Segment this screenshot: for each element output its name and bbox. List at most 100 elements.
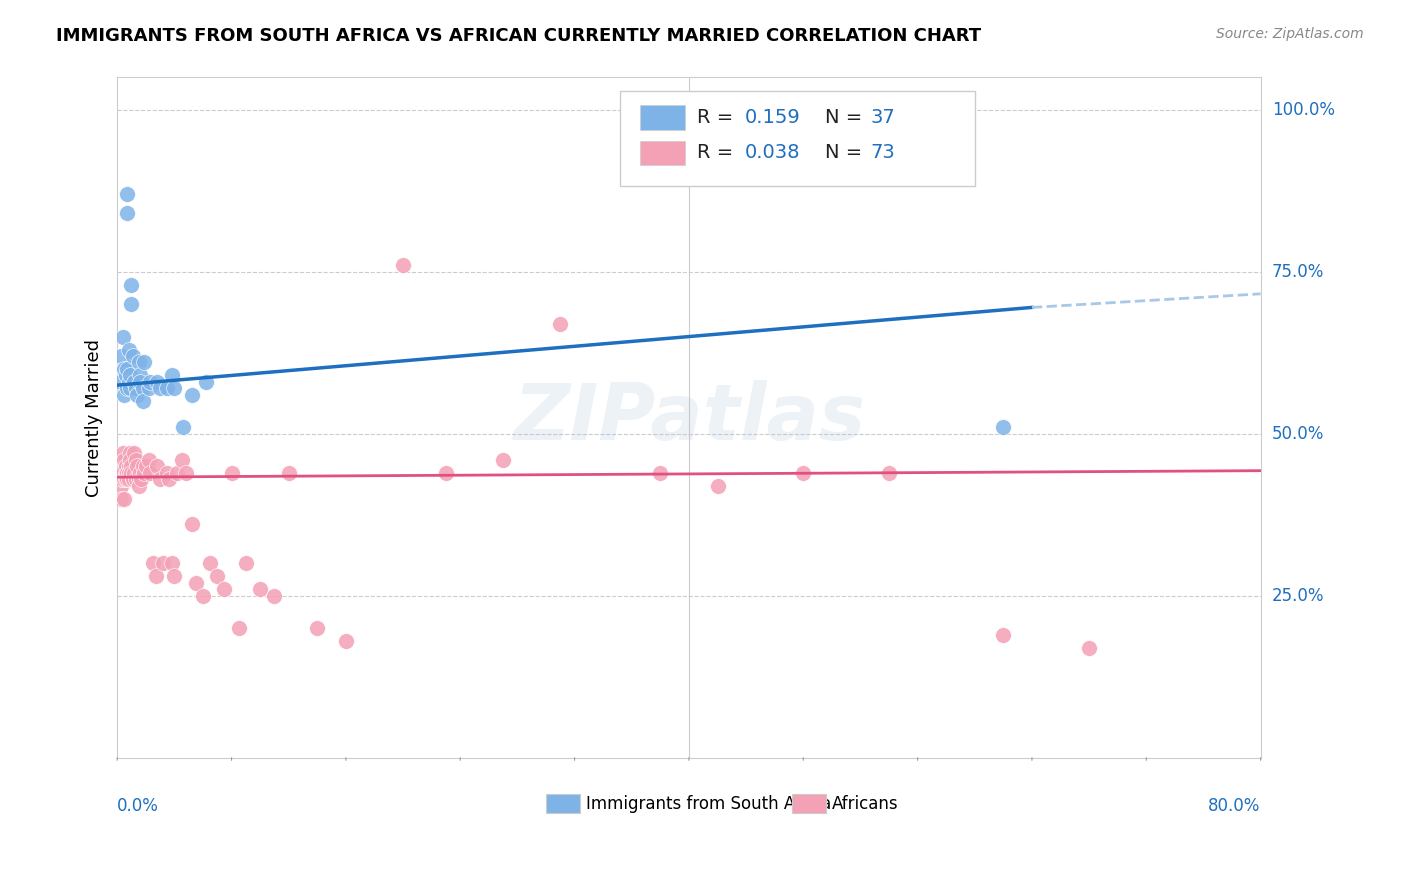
Point <box>180 517 202 532</box>
Point <box>108 466 131 480</box>
Point <box>129 466 152 480</box>
Point <box>146 375 169 389</box>
Point <box>392 258 415 272</box>
Point <box>198 557 221 571</box>
Point <box>124 375 146 389</box>
Text: 75.0%: 75.0% <box>1272 263 1324 281</box>
Point <box>122 349 145 363</box>
Point <box>112 472 135 486</box>
Point <box>117 459 139 474</box>
Text: R =: R = <box>697 144 740 162</box>
Point <box>139 375 162 389</box>
Point <box>221 466 243 480</box>
Point <box>129 375 152 389</box>
Point <box>132 459 155 474</box>
Point <box>307 621 329 635</box>
Point <box>160 557 183 571</box>
Y-axis label: Currently Married: Currently Married <box>86 339 103 497</box>
Point <box>117 343 139 357</box>
Point <box>706 478 728 492</box>
Text: 0.0%: 0.0% <box>117 797 159 814</box>
Point <box>277 466 299 480</box>
Point <box>117 472 139 486</box>
Point <box>138 381 160 395</box>
Point <box>156 381 179 395</box>
Point <box>110 349 132 363</box>
Text: ZIPatlas: ZIPatlas <box>513 380 865 456</box>
Point <box>112 491 135 506</box>
Point <box>128 478 150 492</box>
Point <box>139 466 162 480</box>
Point <box>149 381 172 395</box>
Point <box>132 394 155 409</box>
Point <box>194 375 217 389</box>
Point <box>115 187 138 202</box>
Point <box>993 420 1015 434</box>
Point <box>132 381 155 395</box>
Text: N =: N = <box>825 108 869 127</box>
Point <box>228 621 250 635</box>
Point <box>163 381 186 395</box>
Point <box>993 627 1015 641</box>
Text: 73: 73 <box>870 144 896 162</box>
Point <box>191 589 214 603</box>
Point <box>129 368 152 383</box>
FancyBboxPatch shape <box>640 141 686 165</box>
Point <box>118 446 141 460</box>
Point <box>114 459 136 474</box>
Point <box>157 472 180 486</box>
Point <box>111 446 134 460</box>
Point <box>235 557 257 571</box>
Point <box>124 446 146 460</box>
Point <box>174 466 197 480</box>
Text: 100.0%: 100.0% <box>1272 101 1334 119</box>
Point <box>492 452 515 467</box>
Point <box>335 634 357 648</box>
Point <box>112 452 135 467</box>
Point <box>135 459 157 474</box>
Point <box>121 466 143 480</box>
Text: 0.159: 0.159 <box>745 108 800 127</box>
Point <box>118 368 141 383</box>
Point <box>115 381 138 395</box>
Point <box>117 466 139 480</box>
Point <box>110 478 132 492</box>
Point <box>134 466 156 480</box>
Point <box>117 375 139 389</box>
Point <box>127 459 149 474</box>
Point <box>142 557 165 571</box>
Text: R =: R = <box>697 108 740 127</box>
Point <box>112 388 135 402</box>
Point <box>111 329 134 343</box>
Point <box>111 466 134 480</box>
Text: Immigrants from South Africa: Immigrants from South Africa <box>586 795 831 813</box>
Point <box>118 452 141 467</box>
Point <box>124 466 146 480</box>
Point <box>114 466 136 480</box>
Point <box>650 466 672 480</box>
Point <box>156 466 179 480</box>
FancyBboxPatch shape <box>620 91 974 186</box>
Point <box>122 472 145 486</box>
Point <box>263 589 285 603</box>
Point <box>128 472 150 486</box>
Point <box>214 582 236 597</box>
Point <box>127 388 149 402</box>
Point <box>160 368 183 383</box>
Point <box>1078 640 1101 655</box>
Point <box>108 375 131 389</box>
Point <box>110 472 132 486</box>
Point <box>115 472 138 486</box>
Point <box>152 557 174 571</box>
Point <box>110 491 132 506</box>
Point <box>134 355 156 369</box>
Point <box>149 472 172 486</box>
Text: 25.0%: 25.0% <box>1272 587 1324 605</box>
Text: 80.0%: 80.0% <box>1208 797 1261 814</box>
Point <box>163 569 186 583</box>
Point <box>146 459 169 474</box>
Point <box>125 381 148 395</box>
Text: IMMIGRANTS FROM SOUTH AFRICA VS AFRICAN CURRENTLY MARRIED CORRELATION CHART: IMMIGRANTS FROM SOUTH AFRICA VS AFRICAN … <box>56 27 981 45</box>
Point <box>112 362 135 376</box>
Point <box>115 466 138 480</box>
